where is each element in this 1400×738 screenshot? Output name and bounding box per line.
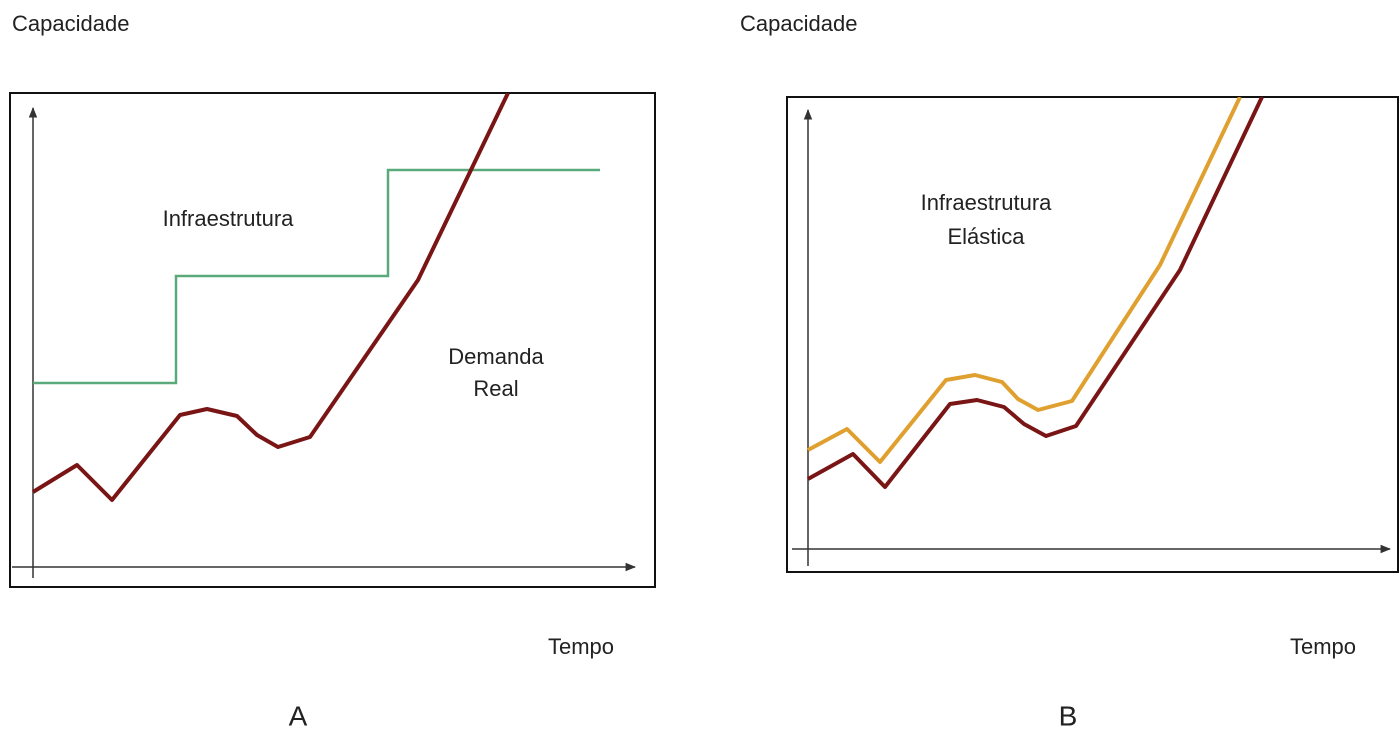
infrastructure-label: Infraestrutura [921, 190, 1053, 215]
infrastructure-line [33, 168, 600, 385]
x-axis-label: Tempo [1290, 634, 1356, 659]
infrastructure-label: Infraestrutura [163, 206, 295, 231]
infrastructure-label: Elástica [947, 224, 1025, 249]
y-axis-label: Capacidade [740, 11, 857, 36]
y-axis-label: Capacidade [12, 11, 129, 36]
x-axis-label: Tempo [548, 634, 614, 659]
frame [9, 92, 656, 588]
demand-label: Real [473, 376, 518, 401]
demand-label: Demanda [448, 344, 544, 369]
panel-a: Capacidade Infraestrutura Demanda Real T… [9, 11, 656, 731]
panel-b: Capacidade Infraestrutura Elástica Tempo… [740, 11, 1399, 731]
demand-line [807, 97, 1264, 489]
frame [786, 96, 1399, 573]
elastic-infrastructure-line [807, 97, 1242, 464]
panel-label: A [289, 700, 308, 731]
demand-line [31, 93, 510, 502]
panel-label: B [1059, 700, 1078, 731]
